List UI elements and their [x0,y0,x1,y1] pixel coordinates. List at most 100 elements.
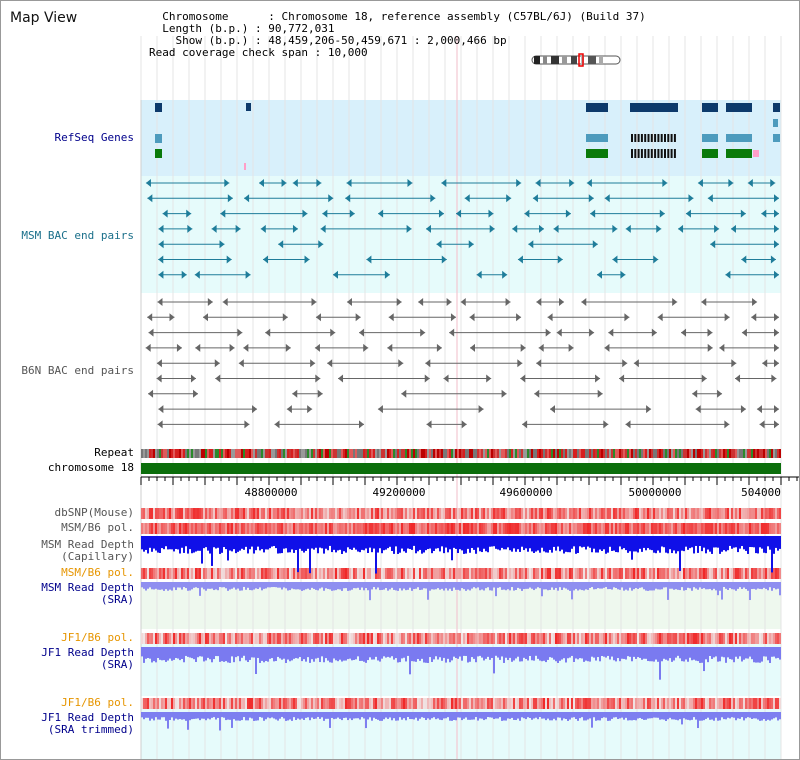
jf1-trim-depth-bar [143,712,145,720]
track-label-jf1-pol-1[interactable]: JF1/B6 pol. [61,631,134,644]
dbsnp-heat-cell [739,508,741,519]
msm-cap-depth-bar [155,536,157,551]
jf1-sra-depth-bar [693,647,695,660]
refseq-exon [670,149,673,158]
jf1-trim-depth-bar [307,712,309,718]
track-label-chromosome[interactable]: chromosome 18 [47,461,134,474]
msm-pol-heat-cell [599,568,601,579]
track-label-msm-pol-2[interactable]: MSM/B6 pol. [61,566,134,579]
msm-sra-depth-bar [709,582,711,589]
dbsnp-heat-cell [397,508,399,519]
repeat-segment [551,449,553,458]
msm-pol-heat-cell [315,523,317,534]
dbsnp-heat-cell [373,508,375,519]
jf1-sra-depth-bar [485,647,487,659]
repeat-segment [147,449,149,458]
msm-sra-depth-bar [365,582,367,589]
track-label-jf1-depth-sra[interactable]: JF1 Read Depth (SRA) [41,647,134,671]
jf1-pol-heat-cell [429,698,431,709]
repeat-segment [525,449,527,458]
msm-pol-heat-cell [577,523,579,534]
msm-sra-depth-bar [735,582,737,591]
msm-cap-depth-bar [269,536,271,549]
msm-pol-heat-cell [363,523,365,534]
refseq-gene-feature [155,103,162,112]
msm-cap-depth-bar [447,536,449,553]
track-label-b6n-bac[interactable]: B6N BAC end pairs [21,364,134,377]
dbsnp-heat-cell [769,508,771,519]
track-label-dbsnp[interactable]: dbSNP(Mouse) [54,506,134,519]
dbsnp-heat-cell [227,508,229,519]
track-label-msm-pol-1[interactable]: MSM/B6 pol. [61,521,134,534]
track-label-jf1-pol-2[interactable]: JF1/B6 pol. [61,696,134,709]
jf1-pol-heat-cell [431,698,433,709]
jf1-pol-heat-cell [779,633,781,644]
msm-sra-depth-bar [157,582,159,590]
jf1-sra-depth-bar [731,647,733,660]
jf1-pol-heat-cell [595,698,597,709]
msm-cap-depth-bar [225,536,227,550]
jf1-pol-heat-cell [195,633,197,644]
jf1-pol-heat-cell [287,698,289,709]
msm-pol-heat-cell [659,523,661,534]
msm-bac-pair-end [328,194,334,203]
msm-pol-heat-cell [719,568,721,579]
repeat-segment [705,449,707,458]
jf1-pol-heat-cell [203,633,205,644]
jf1-trim-depth-bar [161,712,163,718]
jf1-pol-heat-cell [709,698,711,709]
msm-pol-heat-cell [735,568,737,579]
chromosome-ideogram[interactable] [531,53,623,67]
jf1-pol-heat-cell [153,633,155,644]
msm-bac-pair-end [770,179,776,187]
dbsnp-heat-cell [283,508,285,519]
jf1-pol-heat-cell [591,698,593,709]
msm-pol-heat-cell [435,568,437,579]
msm-pol-heat-cell [187,568,189,579]
track-label-jf1-depth-trim[interactable]: JF1 Read Depth (SRA trimmed) [41,712,134,736]
msm-cap-depth-bar [305,536,307,551]
msm-pol-heat-cell [715,523,717,534]
jf1-pol-heat-cell [179,633,181,644]
msm-sra-depth-bar [551,582,553,588]
jf1-pol-heat-cell [235,633,237,644]
track-label-refseq[interactable]: RefSeq Genes [54,131,134,144]
dbsnp-heat-cell [285,508,287,519]
jf1-pol-heat-cell [765,698,767,709]
msm-pol-heat-cell [265,523,267,534]
msm-pol-heat-cell [729,523,731,534]
dbsnp-heat-cell [509,508,511,519]
jf1-pol-heat-cell [687,698,689,709]
msm-sra-depth-bar [687,582,689,588]
track-label-msm-bac[interactable]: MSM BAC end pairs [21,229,134,242]
msm-pol-heat-cell [253,568,255,579]
repeat-segment [345,449,347,458]
jf1-sra-depth-bar [159,647,161,660]
track-label-line: (Capillary) [61,550,134,563]
msm-sra-depth-bar [237,582,239,589]
track-label-msm-depth-sra[interactable]: MSM Read Depth (SRA) [41,582,134,606]
jf1-pol-heat-cell [737,633,739,644]
jf1-trim-depth-bar [777,712,779,721]
track-label-msm-depth-cap[interactable]: MSM Read Depth (Capillary) [41,539,134,563]
jf1-pol-heat-cell [585,698,587,709]
msm-cap-depth-bar [743,536,745,550]
jf1-pol-heat-cell [439,698,441,709]
msm-cap-depth-bar [429,536,431,549]
msm-sra-depth-bar [665,582,667,588]
repeat-segment [243,449,245,458]
jf1-pol-heat-cell [151,698,153,709]
track-label-repeat[interactable]: Repeat [94,446,134,459]
dbsnp-heat-cell [169,508,171,519]
msm-pol-heat-cell [633,568,635,579]
jf1-pol-heat-cell [167,633,169,644]
repeat-segment [483,449,485,458]
msm-pol-heat-cell [739,568,741,579]
jf1-pol-heat-cell [183,633,185,644]
jf1-sra-depth-bar [775,647,777,659]
msm-bac-pair-end [219,240,225,249]
msm-cap-depth-bar [599,536,601,550]
refseq-gene-feature [702,134,718,142]
jf1-pol-heat-cell [701,633,703,644]
repeat-segment [405,449,407,458]
